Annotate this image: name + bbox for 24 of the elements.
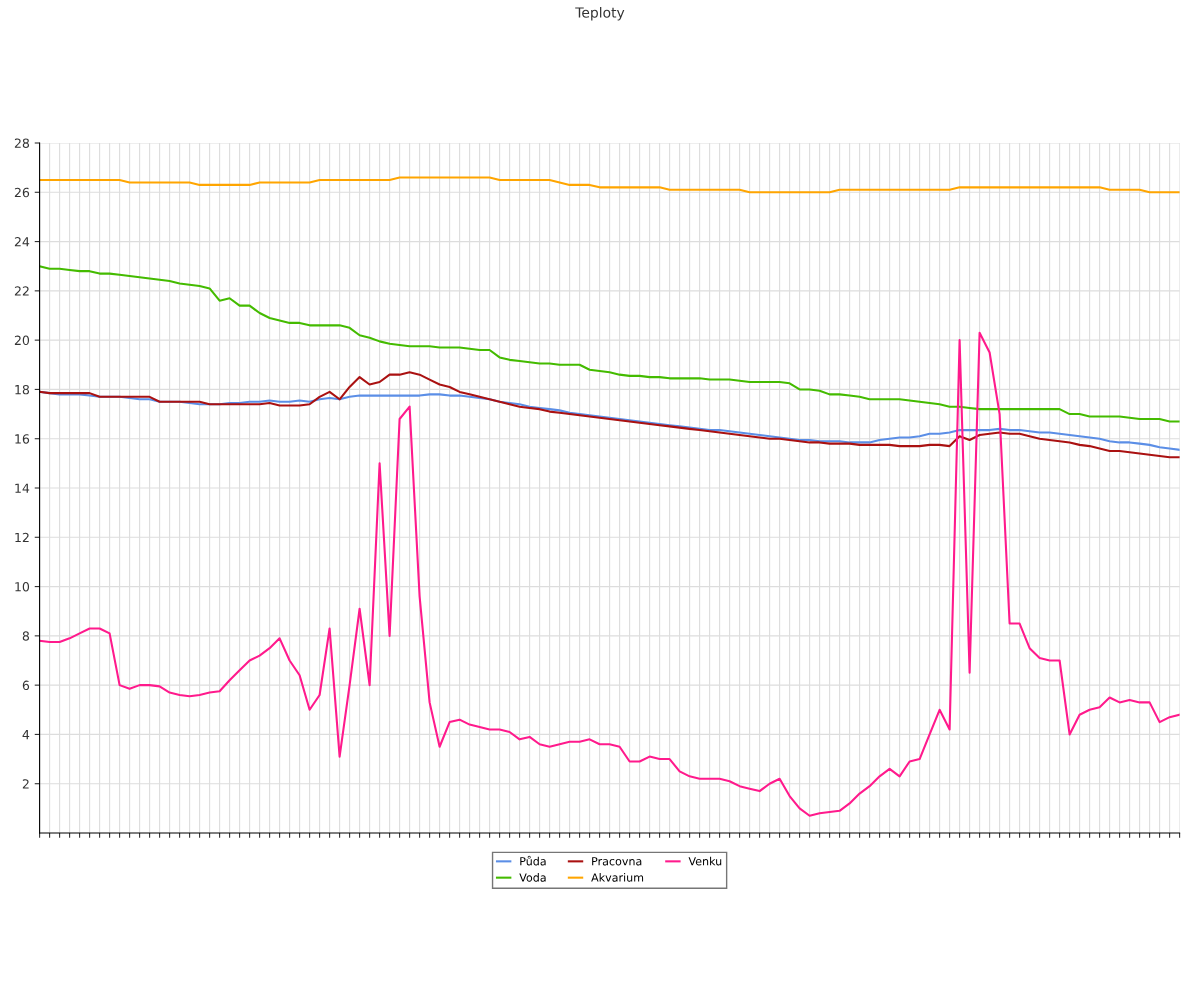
line-series	[39, 331, 1180, 817]
y-tick-label: 12	[15, 532, 29, 543]
y-tick-label: 18	[15, 384, 30, 395]
legend-label: Voda	[519, 873, 546, 882]
y-tick-label: 2	[22, 779, 29, 789]
legend-label: Venku	[688, 856, 722, 866]
legend-label: Akvarium	[591, 873, 644, 882]
line-series	[39, 265, 1180, 423]
y-tick-label: 26	[14, 187, 30, 198]
y-tick-label: 24	[14, 237, 30, 247]
line-series	[39, 371, 1180, 459]
legend-label: Půda	[520, 855, 546, 866]
y-tick-label: 6	[22, 680, 30, 691]
y-tick-label: 4	[22, 730, 30, 740]
line-series	[39, 176, 1180, 194]
y-tick-label: 16	[15, 434, 30, 444]
y-tick-label: 8	[22, 631, 30, 641]
chart-title: Teploty	[575, 7, 625, 21]
legend-label: Pracovna	[592, 857, 642, 866]
y-tick-label: 10	[15, 582, 30, 592]
y-tick-label: 28	[14, 138, 30, 148]
y-tick-label: 22	[14, 286, 29, 296]
y-tick-label: 20	[14, 335, 30, 346]
y-tick-label: 14	[15, 483, 30, 493]
